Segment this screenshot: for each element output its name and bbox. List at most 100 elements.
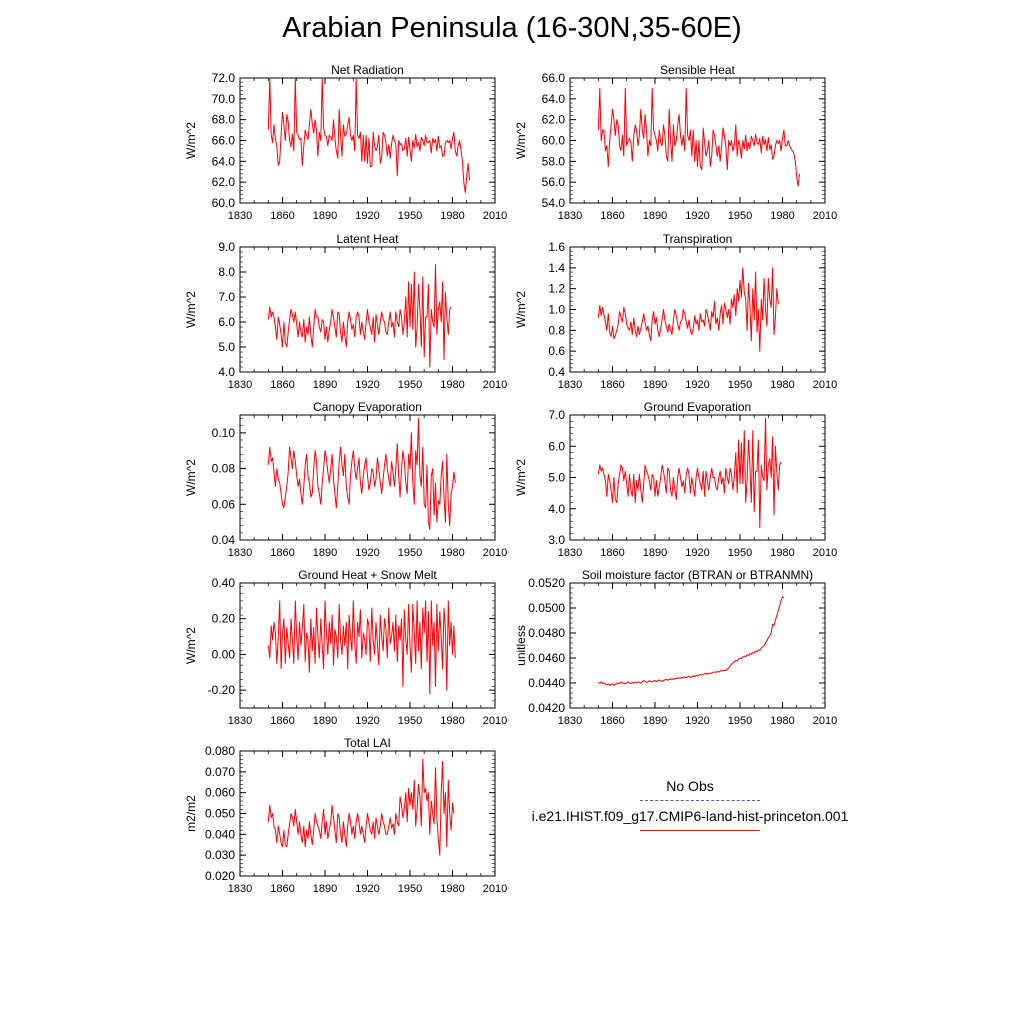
panel-5: 1830 1860 1890 1920 1950 1980 2010 0.04 0.06 0.08… bbox=[184, 400, 507, 559]
y-tick-label: 54.0 bbox=[542, 196, 566, 210]
y-tick-label: 62.0 bbox=[542, 113, 566, 127]
panel-title: Soil moisture factor (BTRAN or BTRANMN) bbox=[582, 568, 813, 582]
x-tick-label: 1830 bbox=[558, 210, 582, 222]
y-tick-label: 4.0 bbox=[548, 502, 565, 516]
y-tick-label: 5.0 bbox=[218, 340, 235, 354]
x-tick-label: 1890 bbox=[313, 210, 337, 222]
x-tick-label: 2010 bbox=[813, 210, 837, 222]
panel-6: 1830 1860 1890 1920 1950 1980 2010 3.0 4.0 5.0 6.0… bbox=[514, 400, 837, 559]
x-tick-label: 2010 bbox=[483, 547, 507, 559]
y-axis-label: W/m^2 bbox=[184, 122, 198, 159]
y-tick-label: 0.10 bbox=[212, 426, 236, 440]
panel-8: 1830 1860 1890 1920 1950 1980 2010 0.0420 0.0440… bbox=[514, 568, 837, 727]
y-tick-label: 0.00 bbox=[212, 647, 236, 661]
y-tick-label: 68.0 bbox=[212, 113, 236, 127]
x-tick-label: 1980 bbox=[770, 210, 794, 222]
x-tick-label: 1920 bbox=[685, 379, 709, 391]
y-tick-label: 6.0 bbox=[548, 439, 565, 453]
page-title: Arabian Peninsula (16-30N,35-60E) bbox=[282, 12, 742, 44]
x-tick-label: 1980 bbox=[440, 547, 464, 559]
legend-line-no-obs bbox=[640, 800, 760, 801]
y-tick-label: 0.4 bbox=[548, 365, 565, 379]
series-line bbox=[267, 600, 456, 695]
x-tick-label: 1860 bbox=[270, 547, 294, 559]
x-tick-label: 2010 bbox=[483, 210, 507, 222]
series-line bbox=[597, 417, 782, 528]
x-tick-label: 1860 bbox=[270, 715, 294, 727]
plot-frame bbox=[569, 246, 826, 373]
y-tick-label: 0.0520 bbox=[528, 576, 565, 590]
x-tick-label: 1830 bbox=[228, 547, 252, 559]
y-tick-label: 60.0 bbox=[212, 196, 236, 210]
y-tick-label: 64.0 bbox=[542, 92, 566, 106]
panel-1: 1830 1860 1890 1920 1950 1980 2010 60.0 62.0 64.0… bbox=[184, 63, 507, 222]
y-tick-label: 7.0 bbox=[218, 290, 235, 304]
y-tick-label: 0.0440 bbox=[528, 676, 565, 690]
y-tick-label: 3.0 bbox=[548, 533, 565, 547]
y-tick-label: 0.6 bbox=[548, 344, 565, 358]
y-axis-label: W/m^2 bbox=[184, 291, 198, 328]
x-tick-label: 1950 bbox=[398, 547, 422, 559]
x-tick-label: 1980 bbox=[770, 547, 794, 559]
y-tick-label: 0.0480 bbox=[528, 626, 565, 640]
y-tick-label: 70.0 bbox=[212, 92, 236, 106]
panel-3: 1830 1860 1890 1920 1950 1980 2010 4.0 5.0 6.0 7.0… bbox=[184, 232, 507, 391]
x-tick-label: 2010 bbox=[483, 883, 507, 895]
x-tick-label: 2010 bbox=[483, 379, 507, 391]
x-tick-label: 1980 bbox=[770, 715, 794, 727]
y-tick-label: 66.0 bbox=[542, 71, 566, 85]
x-tick-label: 1830 bbox=[558, 379, 582, 391]
y-axis-label: W/m^2 bbox=[514, 291, 528, 328]
plot-frame bbox=[569, 582, 826, 709]
y-axis-label: W/m^2 bbox=[184, 627, 198, 664]
y-tick-label: 0.070 bbox=[205, 765, 235, 779]
x-tick-label: 1890 bbox=[643, 210, 667, 222]
y-tick-label: 6.0 bbox=[218, 315, 235, 329]
x-tick-label: 2010 bbox=[813, 715, 837, 727]
x-tick-label: 1950 bbox=[398, 883, 422, 895]
x-tick-label: 1860 bbox=[600, 715, 624, 727]
series-line bbox=[597, 267, 779, 352]
series-line bbox=[267, 758, 455, 856]
legend: No Obs i.e21.IHIST.f09_g17.CMIP6-land-hi… bbox=[520, 778, 860, 848]
panel-title: Transpiration bbox=[663, 232, 733, 246]
y-tick-label: 72.0 bbox=[212, 71, 236, 85]
x-tick-label: 1950 bbox=[728, 547, 752, 559]
y-tick-label: 0.08 bbox=[212, 462, 236, 476]
x-tick-label: 2010 bbox=[813, 547, 837, 559]
series-line bbox=[598, 596, 785, 686]
panel-title: Net Radiation bbox=[331, 63, 404, 77]
panel-9: 1830 1860 1890 1920 1950 1980 2010 0.020 0.030 0.… bbox=[184, 736, 507, 895]
y-tick-label: 66.0 bbox=[212, 134, 236, 148]
panel-4: 1830 1860 1890 1920 1950 1980 2010 0.4 0.6 0.8 1.0… bbox=[514, 232, 837, 391]
y-tick-label: 0.04 bbox=[212, 533, 236, 547]
x-tick-label: 1860 bbox=[600, 379, 624, 391]
y-tick-label: 0.0460 bbox=[528, 651, 565, 665]
x-tick-label: 1950 bbox=[728, 210, 752, 222]
x-tick-label: 1860 bbox=[600, 547, 624, 559]
x-tick-label: 1830 bbox=[558, 547, 582, 559]
x-tick-label: 1830 bbox=[228, 883, 252, 895]
y-tick-label: 56.0 bbox=[542, 175, 566, 189]
x-tick-label: 1920 bbox=[355, 210, 379, 222]
series-line bbox=[267, 264, 452, 368]
y-tick-label: -0.20 bbox=[208, 683, 236, 697]
x-tick-label: 1920 bbox=[355, 883, 379, 895]
x-tick-label: 1980 bbox=[440, 883, 464, 895]
x-tick-label: 1890 bbox=[643, 379, 667, 391]
y-tick-label: 0.40 bbox=[212, 576, 236, 590]
y-tick-label: 9.0 bbox=[218, 240, 235, 254]
y-tick-label: 58.0 bbox=[542, 154, 566, 168]
y-tick-label: 0.040 bbox=[205, 827, 235, 841]
y-axis-label: unitless bbox=[514, 625, 528, 666]
x-tick-label: 1920 bbox=[355, 547, 379, 559]
x-tick-label: 1950 bbox=[728, 715, 752, 727]
legend-line-model bbox=[640, 830, 760, 831]
panel-2: 1830 1860 1890 1920 1950 1980 2010 54.0 56.0 58.0… bbox=[514, 63, 837, 222]
panel-title: Ground Heat + Snow Melt bbox=[298, 568, 437, 582]
legend-label-model: i.e21.IHIST.f09_g17.CMIP6-land-hist-prin… bbox=[531, 808, 849, 824]
x-tick-label: 1890 bbox=[313, 379, 337, 391]
x-tick-label: 1920 bbox=[685, 715, 709, 727]
y-tick-label: 4.0 bbox=[218, 365, 235, 379]
panel-title: Latent Heat bbox=[336, 232, 399, 246]
